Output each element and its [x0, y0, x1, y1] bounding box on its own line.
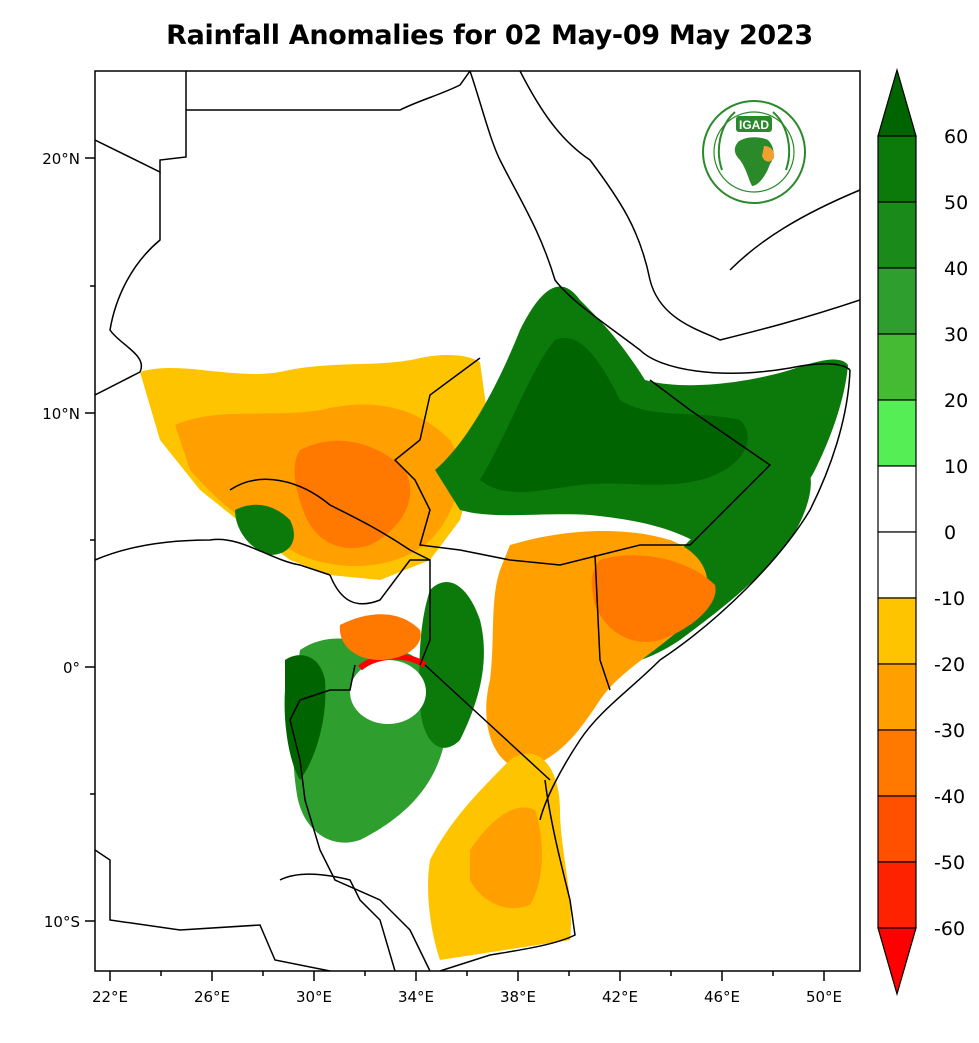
lon-label-26e: 26°E	[194, 988, 230, 1006]
lake-victoria	[350, 660, 426, 724]
lon-label-50e: 50°E	[806, 988, 842, 1006]
cb-label-neg30: -30	[934, 720, 965, 742]
boundaries	[95, 71, 860, 971]
lon-label-42e: 42°E	[602, 988, 638, 1006]
wet-core-ethiopia	[480, 338, 748, 492]
lon-label-30e: 30°E	[296, 988, 332, 1006]
cb-label-0: 0	[944, 522, 956, 544]
cb-label-30: 30	[944, 324, 968, 346]
lat-label-10s: 10°S	[44, 913, 80, 931]
lat-ticks	[85, 157, 95, 922]
dry-core-ne-kenya	[591, 555, 716, 642]
lon-label-34e: 34°E	[398, 988, 434, 1006]
lat-label-0: 0°	[63, 659, 80, 677]
lon-label-46e: 46°E	[704, 988, 740, 1006]
lat-label-20n: 20°N	[42, 150, 80, 168]
colorbar-top-arrow	[877, 67, 917, 137]
cb-label-neg40: -40	[934, 786, 965, 808]
cb-label-neg50: -50	[934, 852, 965, 874]
cb-label-10: 10	[944, 456, 968, 478]
lon-label-38e: 38°E	[500, 988, 536, 1006]
cb-label-neg10: -10	[934, 588, 965, 610]
dry-region-uganda-north	[339, 614, 421, 660]
dry-core-south-sudan	[294, 440, 411, 549]
colorbar-bottom-arrow	[877, 927, 917, 997]
cb-label-60: 60	[944, 126, 968, 148]
cb-label-neg20: -20	[934, 654, 965, 676]
map-title: Rainfall Anomalies for 02 May-09 May 202…	[166, 20, 813, 51]
wet-region-burundi	[284, 655, 326, 780]
cb-label-40: 40	[944, 258, 968, 280]
lon-ticks	[109, 971, 825, 981]
cb-label-20: 20	[944, 390, 968, 412]
cb-label-50: 50	[944, 192, 968, 214]
dry-core-tanzania	[470, 807, 542, 909]
lat-label-10n: 10°N	[42, 405, 80, 423]
wet-region-south-sudan-west	[235, 504, 294, 555]
cb-label-neg60: -60	[934, 918, 965, 940]
logo-text: IGAD	[739, 118, 769, 132]
colorbar	[877, 67, 917, 997]
lon-label-22e: 22°E	[92, 988, 128, 1006]
wet-region-uganda	[419, 581, 484, 748]
igad-logo: IGAD	[702, 100, 806, 204]
